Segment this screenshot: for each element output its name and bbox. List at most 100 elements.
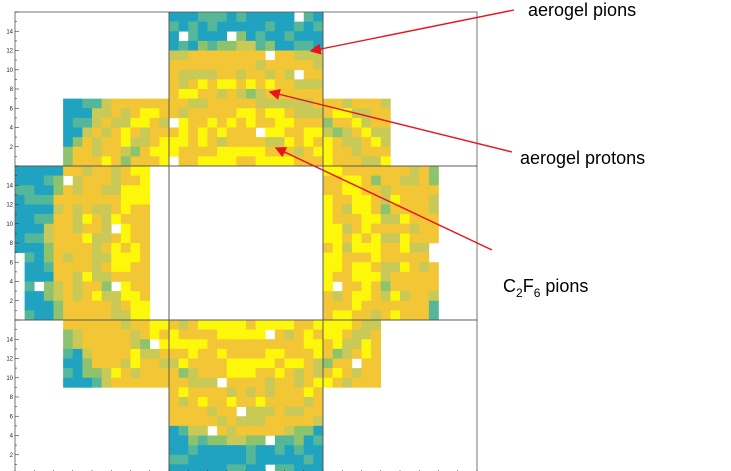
heatmap-cell	[371, 339, 382, 350]
heatmap-cell	[169, 98, 179, 109]
heatmap-cell	[284, 320, 295, 330]
heatmap-cell	[380, 214, 391, 225]
heatmap-cell	[72, 166, 83, 176]
heatmap-cell	[400, 175, 410, 186]
heatmap-cell	[351, 300, 362, 311]
heatmap-cell	[313, 117, 324, 128]
y-tick-label: 4	[10, 434, 14, 440]
heatmap-cell	[178, 348, 189, 359]
heatmap-cell	[313, 320, 324, 330]
heatmap-cell	[111, 137, 122, 148]
heatmap-cell	[34, 310, 45, 321]
heatmap-cell	[169, 108, 179, 119]
heatmap-cell	[380, 117, 391, 128]
heatmap-cell	[24, 243, 35, 253]
heatmap-cell	[130, 98, 141, 109]
heatmap-cell	[197, 377, 208, 388]
heatmap-cell	[207, 69, 218, 80]
heatmap-cell	[313, 358, 324, 369]
heatmap-cell	[169, 445, 179, 456]
heatmap-cell	[63, 339, 74, 350]
heatmap-cell	[255, 329, 266, 340]
heatmap-cell	[130, 310, 141, 321]
heatmap-cell	[284, 108, 295, 119]
heatmap-cell	[72, 137, 83, 148]
heatmap-cell	[390, 166, 401, 176]
heatmap-cell	[284, 377, 295, 388]
heatmap-cell	[188, 79, 199, 90]
heatmap-cell	[274, 348, 285, 359]
heatmap-cell	[82, 185, 93, 196]
heatmap-cell	[255, 60, 266, 71]
heatmap-cell	[120, 291, 131, 302]
heatmap-cell	[120, 98, 131, 109]
heatmap-cell	[169, 425, 179, 436]
heatmap-cell	[15, 194, 25, 205]
heatmap-cell	[361, 146, 372, 157]
heatmap-cell	[111, 291, 122, 302]
heatmap-cell	[284, 89, 295, 99]
heatmap-cell	[428, 185, 439, 196]
heatmap-cell	[92, 252, 102, 263]
heatmap-cell	[255, 387, 266, 398]
heatmap-cell	[82, 358, 93, 369]
heatmap-cell	[294, 89, 305, 99]
heatmap-cell	[342, 108, 353, 119]
heatmap-cell	[303, 339, 314, 350]
heatmap-cell	[188, 464, 199, 471]
heatmap-cell	[130, 127, 141, 138]
heatmap-cell	[207, 329, 218, 340]
heatmap-cell	[236, 137, 247, 148]
heatmap-cell	[246, 406, 256, 417]
heatmap-cell	[371, 320, 382, 330]
heatmap-cell	[274, 98, 285, 109]
heatmap-cell	[111, 300, 122, 311]
heatmap-cell	[303, 117, 314, 128]
heatmap-cell	[169, 320, 179, 330]
heatmap-cell	[323, 320, 333, 330]
heatmap-cell	[63, 300, 74, 311]
heatmap-cell	[265, 339, 276, 350]
heatmap-cell	[265, 89, 276, 99]
heatmap-cell	[274, 454, 285, 465]
heatmap-cell	[332, 214, 343, 225]
heatmap-cell	[178, 425, 189, 436]
heatmap-cell	[409, 214, 420, 225]
heatmap-cell	[140, 262, 151, 273]
heatmap-cell	[303, 69, 314, 80]
heatmap-cell	[323, 98, 333, 109]
heatmap-cell	[226, 368, 237, 379]
heatmap-cell	[371, 117, 382, 128]
heatmap-cell	[246, 50, 256, 61]
heatmap-cell	[284, 387, 295, 398]
heatmap-cell	[120, 185, 131, 196]
heatmap-cell	[178, 320, 189, 330]
heatmap-cell	[371, 175, 382, 186]
heatmap-cell	[332, 108, 343, 119]
heatmap-cell	[371, 146, 382, 157]
heatmap-cell	[188, 339, 199, 350]
heatmap-cell	[361, 166, 372, 176]
heatmap-cell	[419, 166, 430, 176]
heatmap-cell	[15, 166, 25, 176]
heatmap-cell	[342, 329, 353, 340]
heatmap-cell	[236, 329, 247, 340]
heatmap-cell	[303, 348, 314, 359]
heatmap-cell	[92, 310, 102, 321]
heatmap-cell	[169, 79, 179, 90]
annotation-aerogel-pions: aerogel pions	[528, 0, 636, 20]
heatmap-cell	[400, 310, 410, 321]
heatmap-cell	[400, 281, 410, 292]
heatmap-cell	[111, 175, 122, 186]
heatmap-cell	[332, 329, 343, 340]
heatmap-cell	[284, 358, 295, 369]
heatmap-cell	[303, 454, 314, 465]
heatmap-cell	[351, 339, 362, 350]
heatmap-cell	[303, 156, 314, 167]
heatmap-cell	[284, 156, 295, 167]
heatmap-cell	[92, 243, 102, 253]
heatmap-cell	[409, 300, 420, 311]
heatmap-cell	[265, 406, 276, 417]
heatmap-cell	[72, 281, 83, 292]
heatmap-cell	[332, 175, 343, 186]
